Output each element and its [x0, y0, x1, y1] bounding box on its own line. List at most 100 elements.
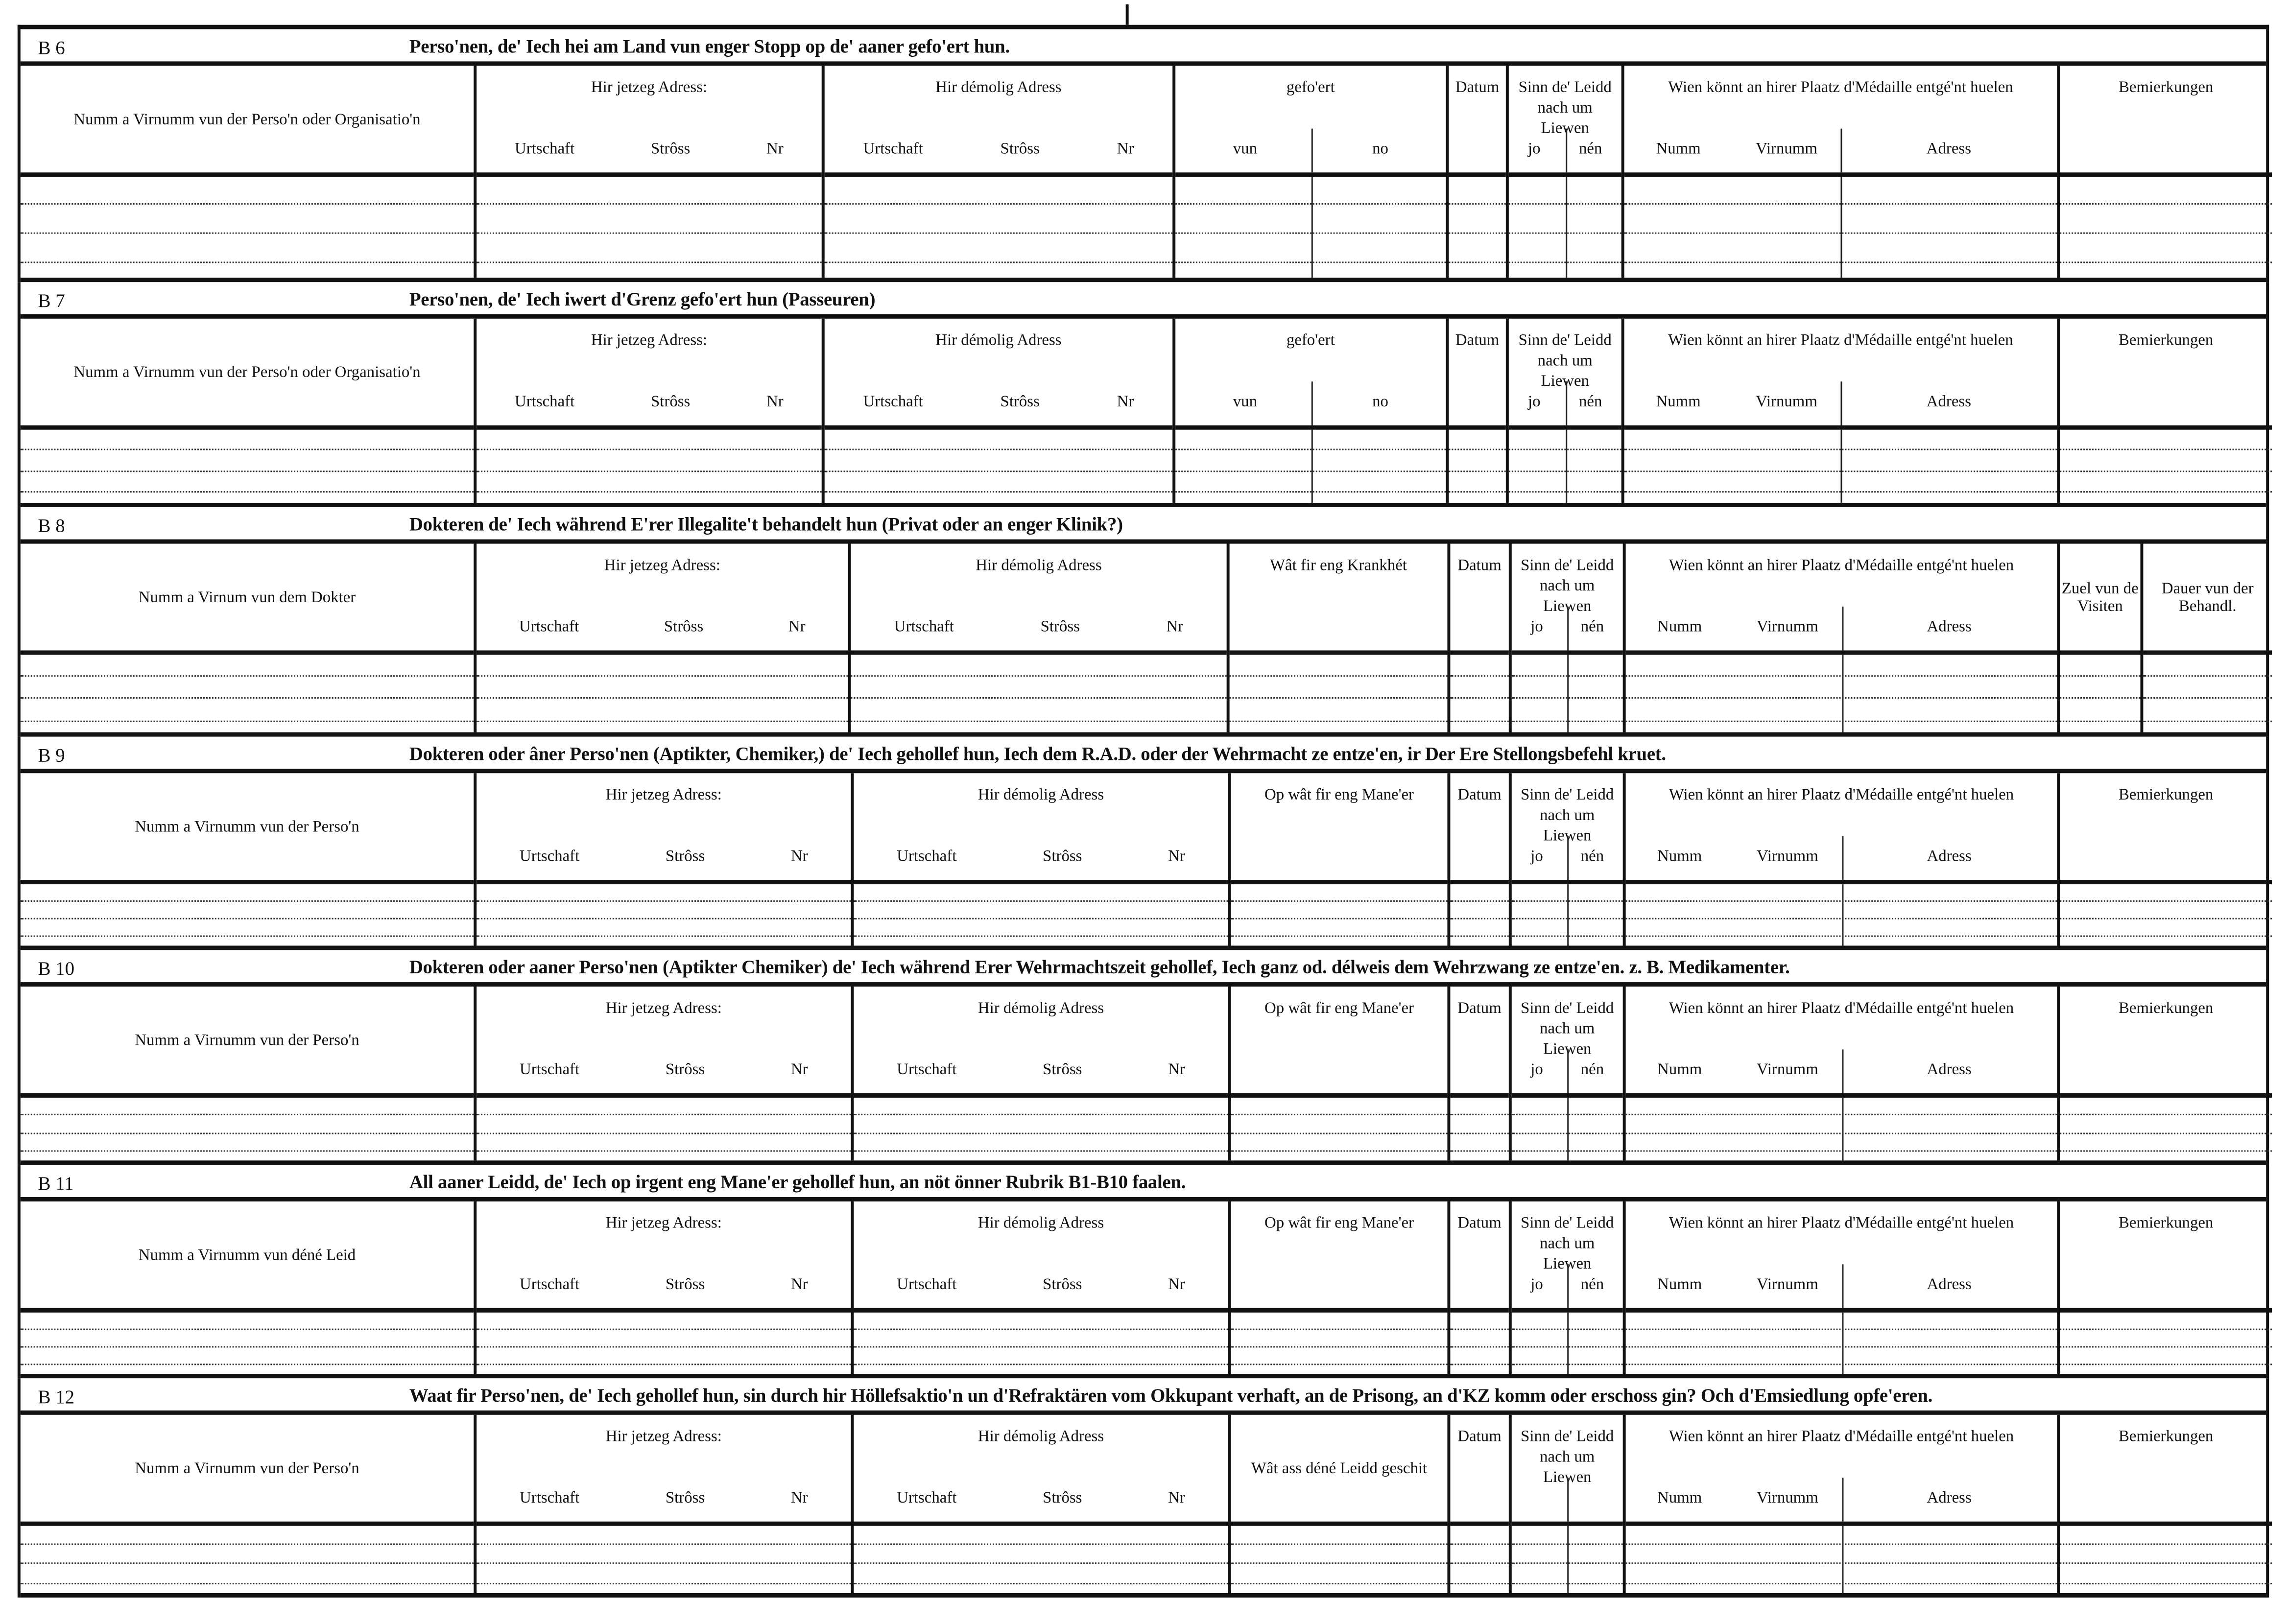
subcolumn-divider: [1841, 836, 1843, 880]
entry-cells[interactable]: [20, 1098, 474, 1160]
entry-cells[interactable]: [1450, 1526, 1509, 1593]
column-sublabels: Numm Virnumm Adress: [1626, 847, 2057, 865]
entry-cells[interactable]: [1449, 430, 1506, 503]
subcolumn-divider: [1841, 884, 1843, 946]
column-header: Datum: [1450, 1201, 1509, 1313]
entry-cells[interactable]: [854, 884, 1228, 945]
entry-cells[interactable]: [477, 1526, 851, 1593]
column-sublabels: jo nén: [1512, 847, 1623, 865]
entry-cells[interactable]: [20, 1526, 474, 1593]
entry-cells[interactable]: [854, 1526, 1228, 1593]
table-column: Datum: [1446, 66, 1506, 278]
entry-cells[interactable]: [477, 1098, 851, 1160]
column-sublabel: Strôss: [1000, 140, 1040, 158]
column-sublabel: Virnumm: [1756, 393, 1817, 411]
dotted-entry-line: [477, 936, 851, 938]
entry-cells[interactable]: [1511, 884, 1623, 946]
entry-cells[interactable]: [1625, 1312, 2057, 1374]
dotted-entry-line: [1229, 697, 1448, 699]
dotted-entry-line: [477, 1150, 851, 1152]
column-sublabel: Numm: [1657, 1061, 1702, 1079]
table-column: Bemierkungen: [2057, 1201, 2272, 1374]
entry-cells[interactable]: [1625, 884, 2057, 946]
subcolumn-divider: [1565, 128, 1567, 173]
subcolumn-divider: [1567, 1264, 1569, 1308]
column-sublabel: Urtschaft: [897, 847, 957, 866]
dotted-entry-line: [1450, 1346, 1509, 1348]
dotted-entry-line: [20, 720, 474, 722]
table-column: Sinn de' Leidd nach um Liewen jo nén: [1505, 66, 1621, 278]
entry-cells[interactable]: [20, 430, 474, 503]
entry-cells[interactable]: [1231, 1526, 1448, 1593]
entry-cells[interactable]: [1231, 1313, 1448, 1374]
table-column: Wien könnt an hirer Plaatz d'Médaille en…: [1622, 1414, 2057, 1593]
entry-cells[interactable]: [2060, 1313, 2272, 1374]
entry-cells[interactable]: [1450, 1313, 1509, 1374]
column-sublabel: Nr: [790, 1276, 808, 1294]
entry-cells[interactable]: [1511, 1097, 1623, 1161]
section-title-row: B 6 Perso'nen, de' Iech hei am Land vun e…: [20, 29, 2266, 66]
entry-cells[interactable]: [477, 430, 822, 503]
dotted-entry-line: [2060, 675, 2141, 677]
entry-cells[interactable]: [1625, 1526, 2057, 1593]
entry-cells[interactable]: [1450, 884, 1509, 945]
entry-cells[interactable]: [1231, 1098, 1448, 1160]
entry-cells[interactable]: [1511, 1526, 1623, 1593]
column-label: Numm a Virnumm vun der Perso'n oder Orga…: [73, 110, 421, 128]
entry-cells[interactable]: [1624, 429, 2057, 503]
entry-cells[interactable]: [851, 655, 1227, 732]
dotted-entry-line: [1231, 1150, 1448, 1152]
entry-cells[interactable]: [824, 430, 1173, 503]
entry-cells[interactable]: [2060, 1098, 2272, 1160]
entry-cells[interactable]: [1625, 655, 2057, 732]
entry-cells[interactable]: [854, 1313, 1228, 1374]
entry-cells[interactable]: [1450, 1098, 1509, 1160]
entry-cells[interactable]: [477, 177, 822, 278]
entry-cells[interactable]: [2060, 1526, 2272, 1593]
section-code: B 12: [38, 1386, 75, 1408]
column-label: Bemierkungen: [2119, 1214, 2214, 1232]
entry-cells[interactable]: [2060, 655, 2141, 732]
dotted-entry-line: [2143, 675, 2272, 677]
column-header: Sinn de' Leidd nach um Liewen jo nén: [1508, 66, 1621, 177]
entry-cells[interactable]: [20, 884, 474, 945]
entry-cells[interactable]: [1624, 177, 2057, 278]
entry-cells[interactable]: [2060, 430, 2272, 503]
column-label: Hir démolig Adress: [977, 999, 1104, 1017]
column-header: Datum: [1450, 987, 1509, 1098]
section-title-row: B 12 Waat fir Perso'nen, de' Iech geholle…: [20, 1378, 2266, 1415]
column-sublabels: Urtschaft Strôss Nr: [477, 618, 848, 636]
entry-cells[interactable]: [2143, 655, 2272, 732]
entry-cells[interactable]: [477, 1313, 851, 1374]
dotted-entry-line: [854, 1364, 1228, 1366]
entry-cells[interactable]: [1511, 1312, 1623, 1374]
dotted-entry-line: [824, 491, 1173, 493]
entry-cells[interactable]: [20, 655, 474, 732]
column-label: Wien könnt an hirer Plaatz d'Médaille en…: [1668, 331, 2013, 350]
subcolumn-divider: [1840, 177, 1842, 278]
column-header: Sinn de' Leidd nach um Liewen jo nén: [1511, 544, 1623, 655]
column-label: Zuel vun de Visiten: [2061, 579, 2139, 615]
entry-cells[interactable]: [1511, 655, 1623, 732]
entry-cells[interactable]: [20, 177, 474, 278]
entry-cells[interactable]: [2060, 884, 2272, 945]
entry-cells[interactable]: [477, 884, 851, 945]
column-sublabel: Nr: [766, 140, 784, 158]
dotted-entry-line: [1450, 1563, 1509, 1565]
entry-cells[interactable]: [1450, 655, 1509, 732]
entry-cells[interactable]: [1175, 177, 1446, 278]
dotted-entry-line: [20, 697, 474, 699]
entry-cells[interactable]: [2060, 177, 2272, 278]
entry-cells[interactable]: [1229, 655, 1448, 732]
entry-cells[interactable]: [854, 1098, 1228, 1160]
entry-cells[interactable]: [1175, 429, 1446, 503]
entry-cells[interactable]: [1508, 429, 1621, 503]
subcolumn-divider: [1311, 177, 1312, 278]
entry-cells[interactable]: [1508, 177, 1621, 278]
entry-cells[interactable]: [20, 1313, 474, 1374]
entry-cells[interactable]: [1449, 177, 1506, 278]
entry-cells[interactable]: [1625, 1097, 2057, 1161]
entry-cells[interactable]: [477, 655, 848, 732]
entry-cells[interactable]: [824, 177, 1173, 278]
entry-cells[interactable]: [1231, 884, 1448, 945]
